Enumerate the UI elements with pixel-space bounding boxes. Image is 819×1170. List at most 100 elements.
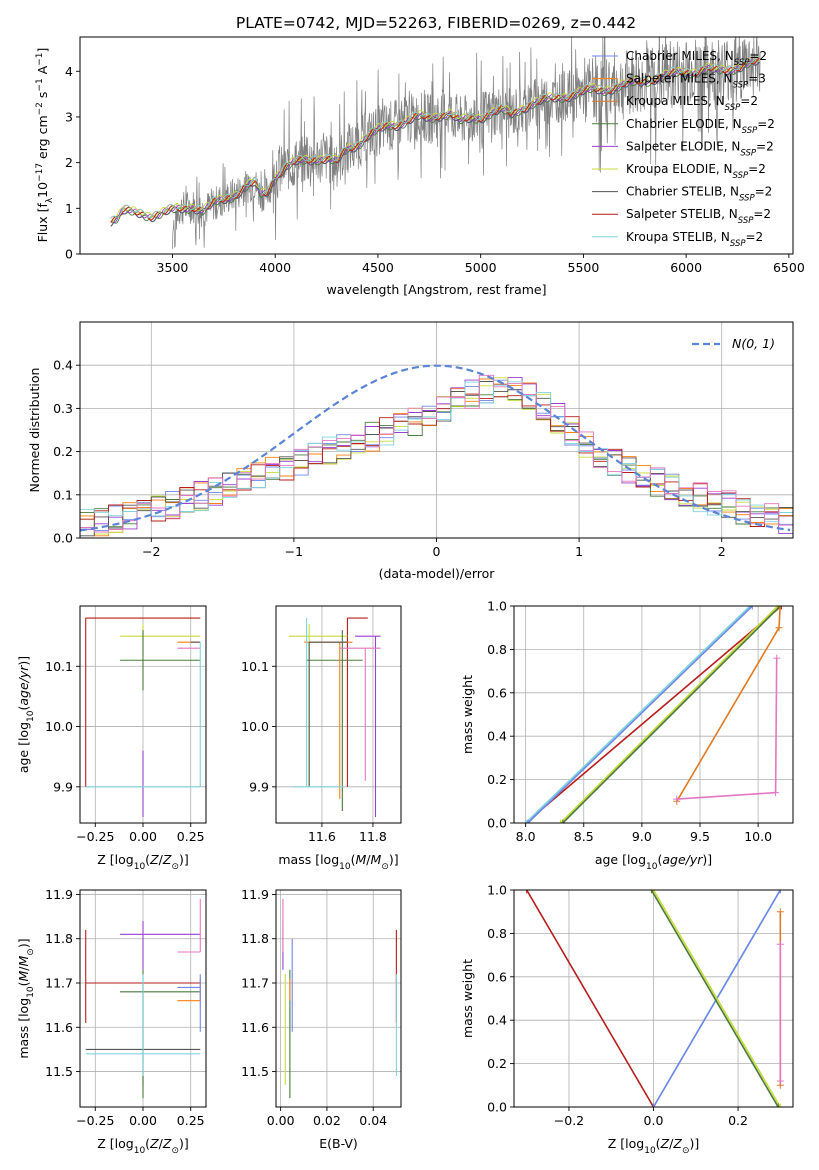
y-tick-label: 1.0 bbox=[487, 599, 507, 614]
label-part: 10 bbox=[26, 710, 36, 722]
cumulative-marker bbox=[673, 795, 681, 803]
label-part: Z bbox=[149, 852, 159, 867]
legend-label: Chabrier STELIB, NSSP=2 bbox=[626, 185, 772, 204]
panel-age_vs_Z: −0.25 0.00 0.259.910.010.1Z [log10(Z/Z⊙)]a… bbox=[16, 605, 207, 872]
legend-label-base: Kroupa MILES, N bbox=[626, 94, 725, 108]
plot-area-cumulative_Z bbox=[523, 890, 784, 1107]
cumulative-marker bbox=[775, 624, 783, 632]
y-tick-label: 11.5 bbox=[45, 1064, 73, 1079]
legend-label-sub: SSP bbox=[725, 103, 741, 113]
label-part: ( bbox=[351, 852, 356, 867]
y-axis-label: mass weight bbox=[460, 675, 475, 754]
y-tick-label: 0.2 bbox=[487, 772, 507, 787]
cumulative-marker bbox=[650, 1103, 657, 1107]
label-part: −1 bbox=[35, 53, 45, 66]
x-tick-label: −0.25 bbox=[76, 1113, 114, 1128]
plot-area-age_vs_mass bbox=[288, 617, 381, 817]
observed-spectrum-line bbox=[172, 37, 761, 250]
label-part: ⊙ bbox=[381, 862, 389, 872]
model-line-6 bbox=[110, 56, 760, 223]
x-tick-label: 11.8 bbox=[359, 829, 387, 844]
panels: 3500 4000 4500 5000 5500 6000 6500 0 1 2 3 4 Chabrie… bbox=[16, 36, 805, 1156]
label-part: 10 bbox=[646, 862, 658, 872]
x-tick-label: 9.5 bbox=[690, 829, 710, 844]
legend-label-sub: SSP bbox=[733, 171, 749, 181]
x-tick-label: 4500 bbox=[362, 260, 394, 275]
cumulative-marker bbox=[776, 890, 784, 894]
x-tick-label: 0.0 bbox=[644, 1113, 664, 1128]
x-tick-label: 6500 bbox=[773, 260, 805, 275]
x-axis-label: wavelength [Angstrom, rest frame] bbox=[326, 282, 546, 297]
label-part: age/yr bbox=[662, 852, 703, 867]
legend-label-tail: =2 bbox=[756, 139, 774, 153]
x-tick-label: 6000 bbox=[670, 260, 702, 275]
label-part: 10 bbox=[134, 862, 146, 872]
x-tick-label: 8.0 bbox=[516, 829, 536, 844]
axes-frame bbox=[275, 889, 402, 1108]
spectrum-legend: Chabrier MILES, NSSP=2 Salpeter MILES, N S… bbox=[592, 49, 775, 249]
label-part: Z [log bbox=[97, 852, 133, 867]
label-part: M bbox=[16, 971, 31, 982]
y-tick-label: 0.4 bbox=[487, 729, 507, 744]
y-tick-label: 11.7 bbox=[45, 976, 73, 991]
x-tick-label: −0.2 bbox=[554, 1113, 584, 1128]
x-axis-label: Z [log10(Z/Z⊙)] bbox=[608, 1136, 700, 1156]
cumulative-marker bbox=[524, 819, 532, 823]
legend-label: Kroupa STELIB, NSSP=2 bbox=[626, 230, 763, 249]
legend-label: Salpeter ELODIE, NSSP=2 bbox=[626, 139, 774, 158]
y-tick-label: 0.0 bbox=[487, 1100, 507, 1115]
label-part: / bbox=[159, 1136, 164, 1151]
label-part: / bbox=[16, 966, 31, 971]
axes-frame bbox=[513, 605, 794, 824]
cumulative-line-1 bbox=[526, 890, 655, 1107]
label-part: Z bbox=[149, 1136, 159, 1151]
panel-residuals: −2 −1 0 1 2 0.0 0.1 0.2 0.3 0.4 N(0, 1) (data-model… bbox=[27, 321, 794, 581]
label-part: )] bbox=[16, 938, 31, 948]
cumulative-marker bbox=[647, 890, 655, 894]
x-tick-label: 0.00 bbox=[267, 1113, 295, 1128]
panel-mass_vs_EBV: 0.00 0.02 0.04 11.5 11.6 11.7 11.8 11.9 E(B-V) bbox=[241, 887, 402, 1151]
x-tick-label: 5000 bbox=[465, 260, 497, 275]
legend-label: Chabrier MILES, NSSP=2 bbox=[626, 49, 767, 68]
label-part: M bbox=[371, 852, 382, 867]
label-part: ( bbox=[656, 1136, 661, 1151]
y-tick-label: 10.0 bbox=[45, 719, 73, 734]
plot-area-mass_vs_EBV bbox=[282, 898, 397, 1099]
legend-label-tail: =2 bbox=[748, 162, 766, 176]
x-tick-label: 0.00 bbox=[129, 829, 157, 844]
label-part: ⊙ bbox=[171, 862, 179, 872]
normal-curve bbox=[80, 364, 791, 532]
x-tick-label: 0.00 bbox=[129, 1113, 157, 1128]
cumulative-marker bbox=[523, 890, 531, 894]
label-part: 10 bbox=[35, 182, 50, 198]
legend-label-base: Salpeter STELIB, N bbox=[626, 207, 738, 221]
label-part: mass weight bbox=[460, 675, 475, 754]
x-tick-label: 8.5 bbox=[574, 829, 594, 844]
x-tick-label: 0.25 bbox=[177, 1113, 205, 1128]
y-axis-label: mass [log10(M/M⊙)] bbox=[16, 938, 36, 1058]
label-part: Normed distribution bbox=[27, 368, 42, 493]
legend-label-base: Salpeter MILES, N bbox=[626, 72, 733, 86]
label-part: −1 bbox=[35, 78, 45, 91]
label-part: ( bbox=[657, 852, 662, 867]
plot-area-cumulative_age bbox=[522, 606, 785, 823]
x-tick-label: 1 bbox=[575, 544, 583, 559]
legend-label-tail: =2 bbox=[755, 185, 773, 199]
label-part: 10 bbox=[339, 862, 351, 872]
x-tick-label: −1 bbox=[285, 544, 303, 559]
y-tick-label: 0.2 bbox=[53, 444, 73, 459]
x-axis-label: (data-model)/error bbox=[379, 566, 496, 581]
y-axis-label: Normed distribution bbox=[27, 368, 42, 493]
x-tick-label: 0 bbox=[433, 544, 441, 559]
x-tick-label: −2 bbox=[142, 544, 160, 559]
label-part: / bbox=[669, 1136, 674, 1151]
x-tick-label: 2 bbox=[718, 544, 726, 559]
plot-area-mass_vs_Z bbox=[85, 898, 201, 1099]
cumulative-marker bbox=[773, 654, 781, 662]
y-tick-label: 4 bbox=[65, 64, 73, 79]
x-tick-label: −0.25 bbox=[76, 829, 114, 844]
cumulative-marker bbox=[557, 819, 564, 823]
axes-frame bbox=[79, 36, 794, 255]
cumulative-line-2 bbox=[525, 606, 751, 823]
label-part: / bbox=[366, 852, 371, 867]
